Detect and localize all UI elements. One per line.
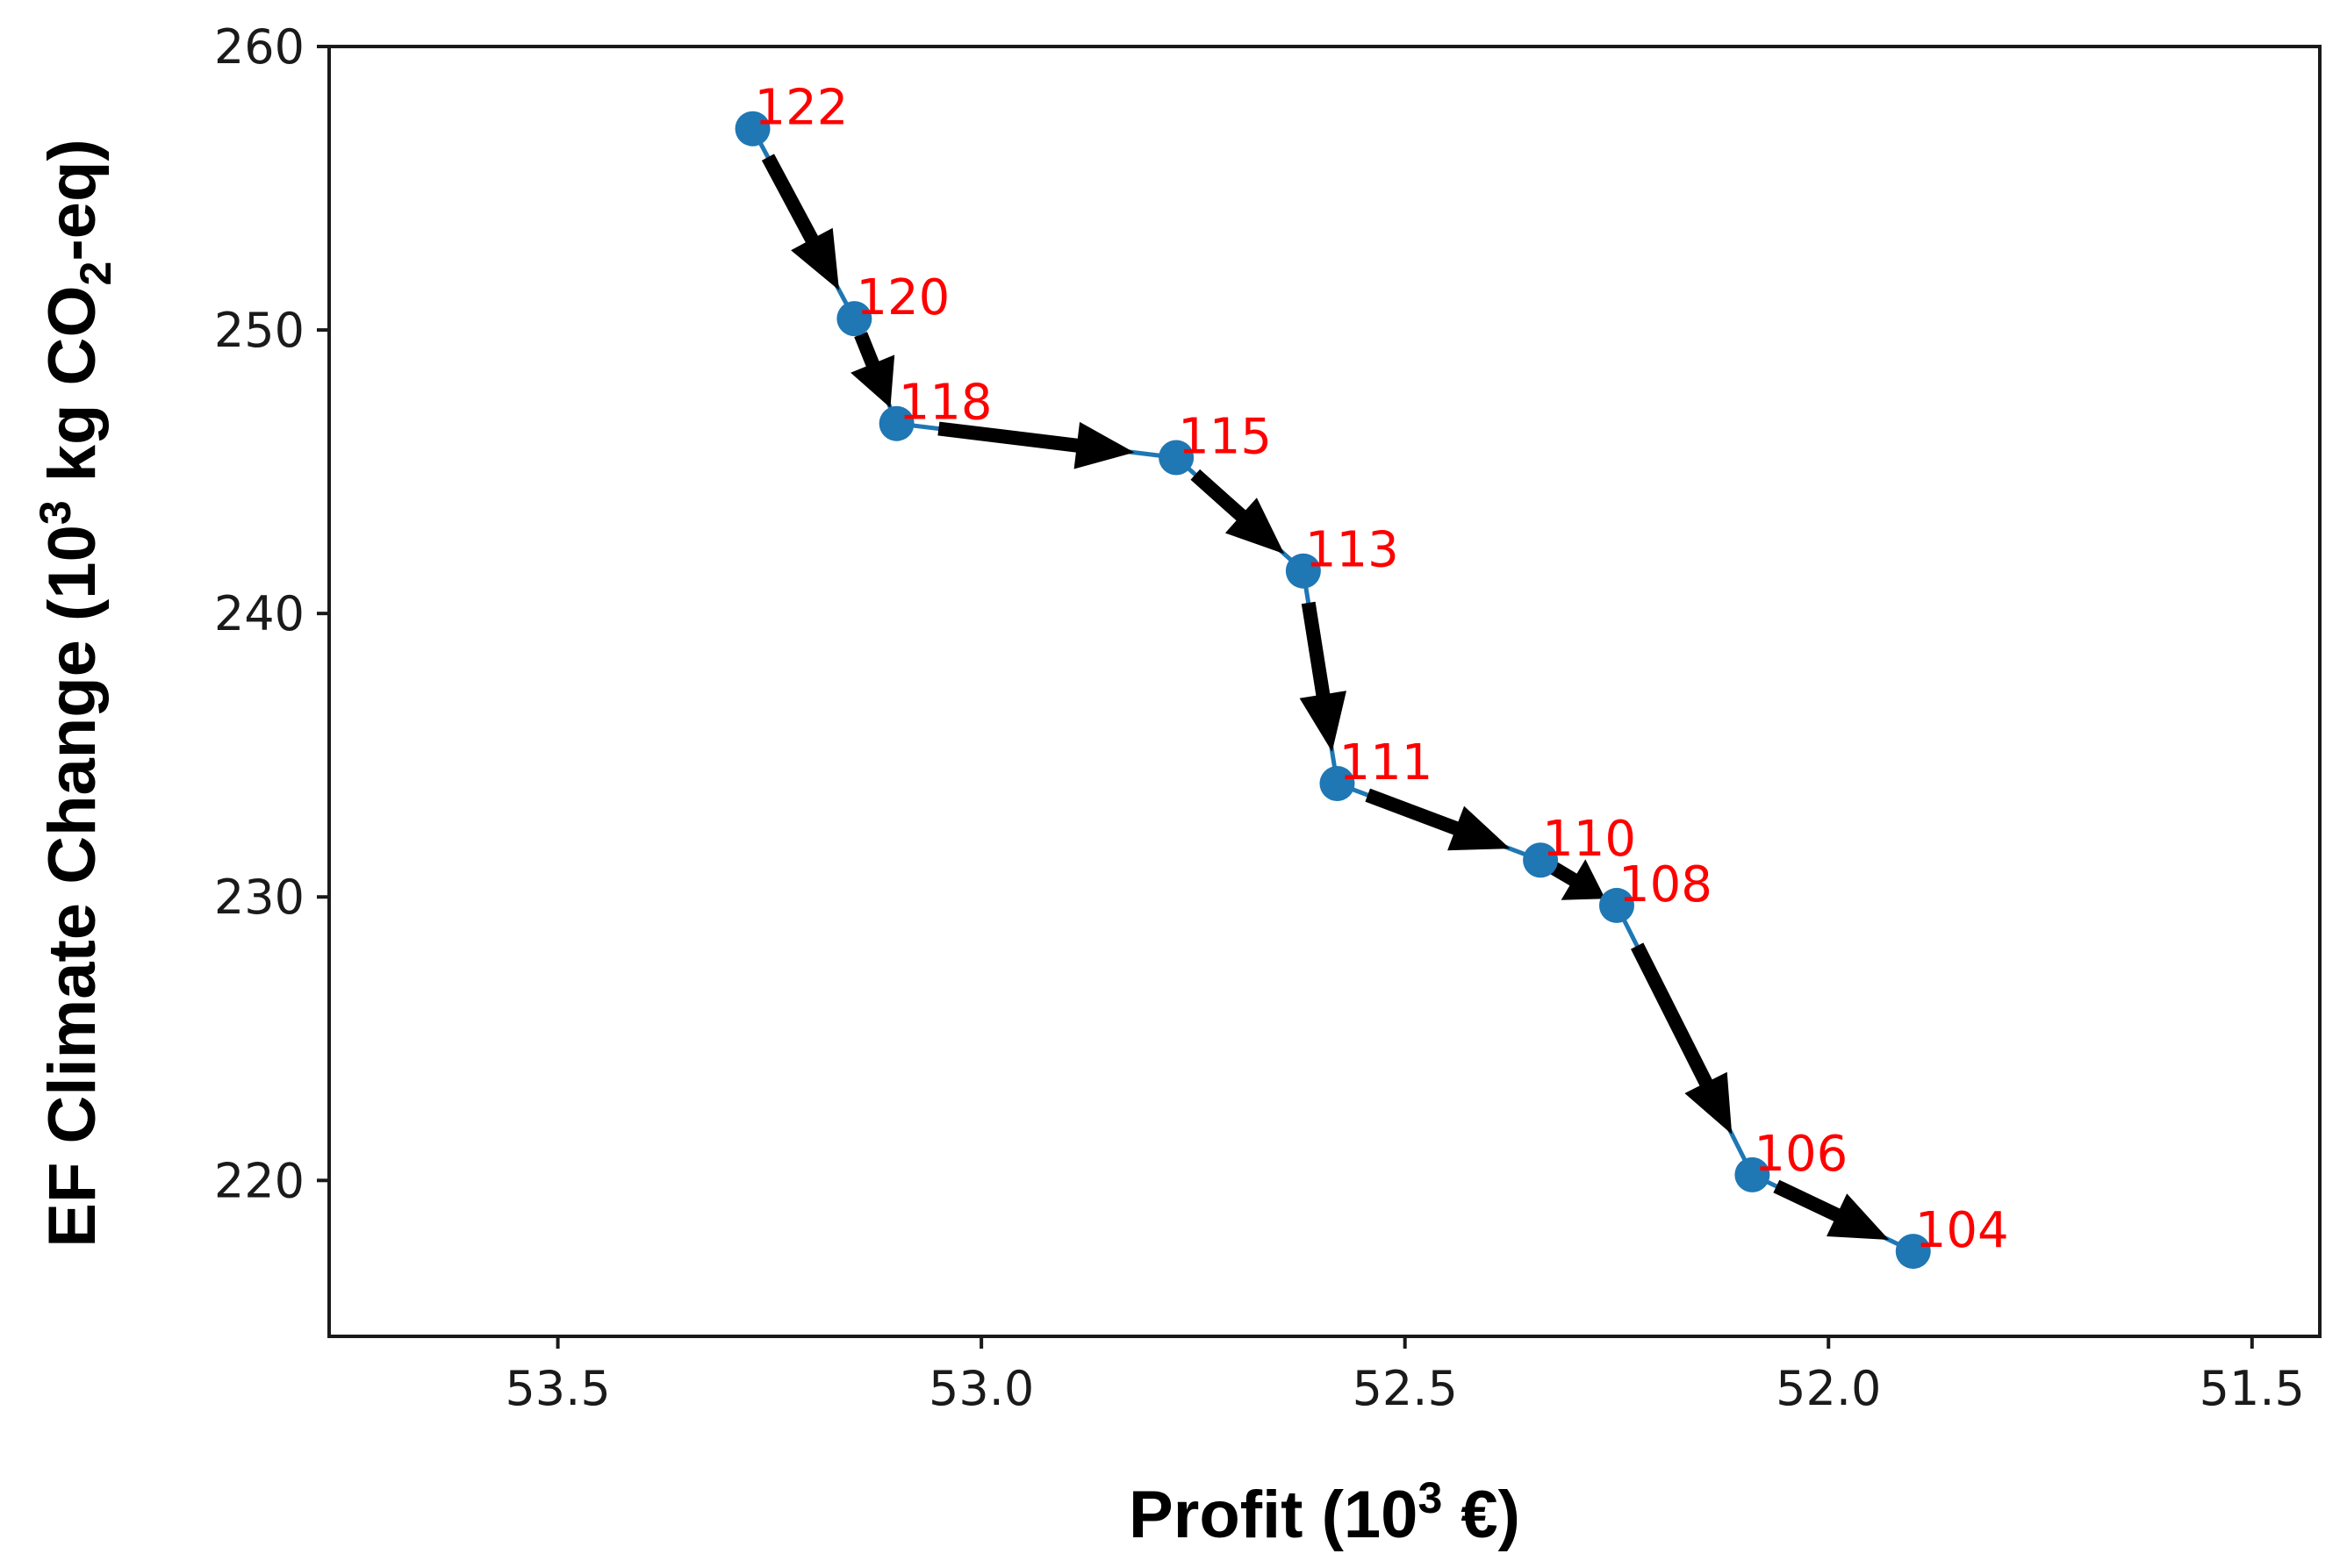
point-label: 115 (1178, 408, 1272, 465)
data-point (1598, 887, 1634, 923)
transition-arrow (851, 332, 895, 408)
point-label: 122 (755, 80, 849, 137)
x-tick-label: 51.5 (2200, 1361, 2305, 1416)
x-tick-label: 52.0 (1776, 1361, 1881, 1416)
data-point (1319, 766, 1355, 801)
y-tick-label: 250 (214, 303, 305, 358)
data-point (1285, 553, 1321, 589)
y-tick-label: 230 (214, 870, 305, 925)
x-axis: 53.5 53.0 52.5 52.0 51.5 (505, 1336, 2305, 1416)
data-point (1159, 440, 1195, 476)
x-axis-title: Profit (103 €) (1129, 1473, 1520, 1552)
point-label: 113 (1305, 522, 1399, 579)
transition-arrow (1631, 942, 1733, 1135)
point-label: 110 (1542, 811, 1636, 868)
transition-arrow (761, 154, 839, 290)
plot-frame (327, 45, 2322, 1338)
point-label: 118 (899, 375, 993, 432)
point-label: 120 (856, 269, 950, 326)
data-point (1523, 842, 1559, 878)
x-tick-label: 53.5 (505, 1361, 610, 1416)
transition-arrow (1548, 859, 1605, 900)
y-tick-label: 260 (214, 19, 305, 75)
x-tick-label: 52.5 (1353, 1361, 1458, 1416)
arrows-group (761, 154, 1890, 1240)
transition-arrow (1190, 469, 1285, 555)
transition-arrow (1773, 1179, 1890, 1240)
y-tick-label: 240 (214, 586, 305, 641)
data-point (836, 301, 872, 337)
point-label: 106 (1754, 1126, 1848, 1183)
y-axis-title: EF Climate Change (103 kg CO2-eq) (31, 139, 120, 1247)
data-points-group (735, 111, 1931, 1270)
point-label: 111 (1339, 734, 1432, 791)
transition-arrow (1365, 788, 1511, 851)
data-point (1895, 1234, 1931, 1270)
y-tick-label: 220 (214, 1153, 305, 1208)
data-point (879, 405, 915, 441)
data-point (735, 111, 771, 147)
transition-arrow (937, 421, 1135, 469)
transition-arrow (1299, 601, 1346, 752)
point-label: 104 (1915, 1202, 2009, 1259)
point-label: 108 (1618, 856, 1712, 913)
data-point (1734, 1156, 1770, 1192)
y-axis: 220 230 240 250 260 (214, 19, 329, 1208)
x-tick-label: 53.0 (929, 1361, 1034, 1416)
